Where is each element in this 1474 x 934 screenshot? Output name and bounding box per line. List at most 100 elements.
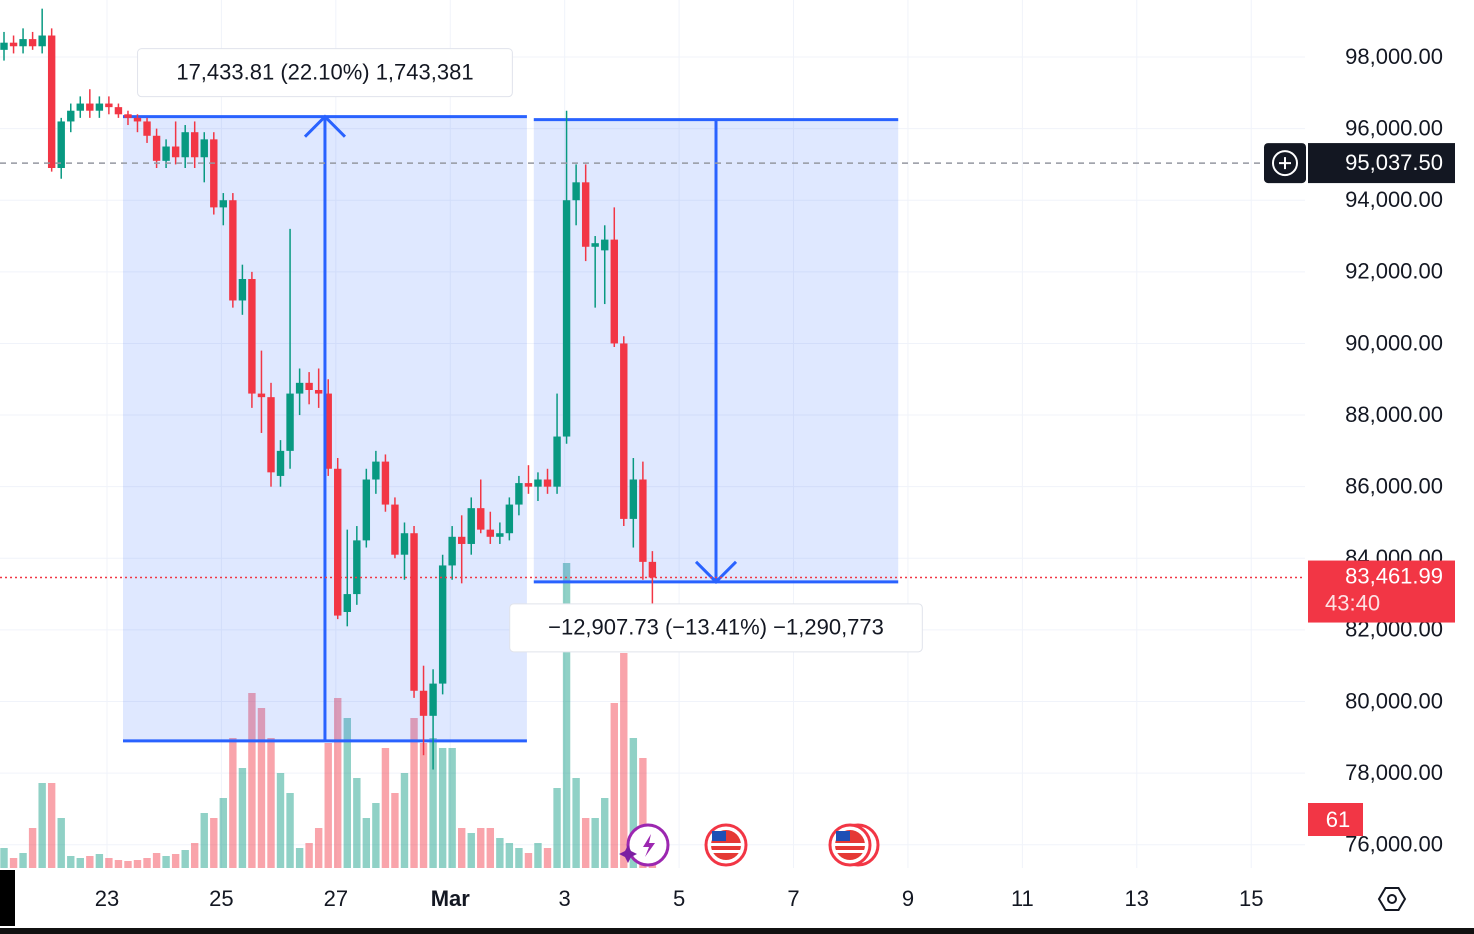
candle-body [248, 278, 256, 394]
event-icon[interactable] [704, 823, 748, 867]
volume-bar [286, 793, 294, 868]
candle-body [410, 533, 418, 691]
volume-bar [419, 743, 428, 868]
candle-body [343, 594, 351, 612]
volume-bar [305, 843, 313, 868]
volume-bar [553, 788, 561, 868]
volume-bar [314, 828, 323, 868]
corner-block [0, 870, 15, 926]
candle-body [543, 479, 552, 487]
candle-body [372, 461, 380, 480]
candle-body [353, 540, 361, 595]
x-tick-label: 9 [902, 886, 914, 911]
volume-bar [467, 833, 475, 868]
candle-body [143, 121, 151, 136]
candle-body [238, 278, 247, 301]
event-icon[interactable] [828, 823, 880, 867]
y-tick-label: 92,000.00 [1345, 259, 1443, 284]
volume-bar [620, 653, 628, 868]
volume-bar [496, 838, 504, 868]
volume-bar [591, 818, 599, 868]
measure-label-bg [137, 48, 513, 98]
candle-body [477, 508, 485, 530]
candle-body [305, 382, 313, 390]
volume-bar [219, 798, 227, 868]
volume-bar [171, 854, 180, 868]
x-tick-label: Mar [431, 886, 471, 911]
volume-bar [114, 860, 123, 868]
volume-bar [543, 848, 552, 868]
volume-bar [448, 748, 456, 868]
candle-body [553, 436, 561, 487]
candle-body [400, 533, 409, 555]
candle-body [9, 42, 18, 47]
volume-bar [534, 843, 542, 868]
volume-bar [47, 783, 56, 868]
candle-layer [0, 8, 657, 770]
candle-body [639, 479, 647, 562]
candle-body [67, 110, 75, 122]
volume-bar [238, 768, 247, 868]
volume-bar [515, 848, 523, 868]
candle-body [76, 103, 84, 111]
volume-bar [76, 858, 84, 868]
volume-bar [0, 848, 8, 868]
badge-bg [1308, 803, 1363, 836]
candle-body [28, 39, 37, 47]
volume-bar [9, 858, 18, 868]
volume-bar [429, 738, 437, 868]
volume-bar [152, 853, 161, 868]
candle-body [276, 450, 285, 476]
volume-bar [381, 748, 390, 868]
volume-bar [229, 738, 237, 868]
candle-body [391, 504, 399, 555]
volume-bar [572, 778, 580, 868]
volume-bar [105, 858, 113, 868]
candle-body [286, 393, 294, 451]
volume-bar [248, 693, 256, 868]
measure-arrow-head [303, 114, 347, 138]
y-tick-label: 90,000.00 [1345, 330, 1443, 355]
settings-icon[interactable] [1377, 887, 1407, 911]
candle-body [610, 239, 618, 344]
candle-body [496, 533, 504, 537]
volume-bar [438, 748, 447, 868]
candle-body [162, 146, 170, 161]
volume-bar [477, 828, 485, 868]
candle-body [419, 690, 428, 716]
volume-bar [524, 853, 533, 868]
volume-bar [95, 854, 104, 868]
volume-bar [324, 743, 332, 868]
x-tick-label: 25 [209, 886, 233, 911]
volume-bar [391, 793, 399, 868]
candle-body [438, 565, 447, 684]
candle-body [181, 132, 189, 158]
candle-body [124, 114, 132, 118]
volume-bar [362, 818, 371, 868]
event-icon[interactable] [619, 823, 670, 867]
candle-body [562, 200, 571, 437]
volume-bar [486, 828, 495, 868]
candle-body [629, 479, 638, 519]
volume-bar [505, 843, 514, 868]
x-tick-label: 15 [1239, 886, 1263, 911]
candle-body [257, 393, 266, 398]
candle-body [152, 135, 161, 161]
crosshair-plus [1272, 150, 1298, 177]
volume-layer [0, 563, 657, 868]
last-price-bg [1308, 560, 1455, 623]
candle-body [0, 42, 8, 50]
x-tick-label: 5 [673, 886, 685, 911]
candle-body [324, 393, 332, 469]
candle-body [57, 121, 65, 168]
x-tick-label: 11 [1011, 886, 1034, 911]
candle-body [620, 343, 628, 519]
volume-bar [400, 773, 409, 868]
last-price-label: 83,461.99 [1345, 563, 1443, 588]
candle-body [601, 239, 609, 251]
measure-label: 17,433.81 (22.10%) 1,743,381 [176, 59, 473, 84]
volume-bar [457, 828, 466, 868]
volume-bar [143, 858, 151, 868]
volume-bar [610, 703, 618, 868]
